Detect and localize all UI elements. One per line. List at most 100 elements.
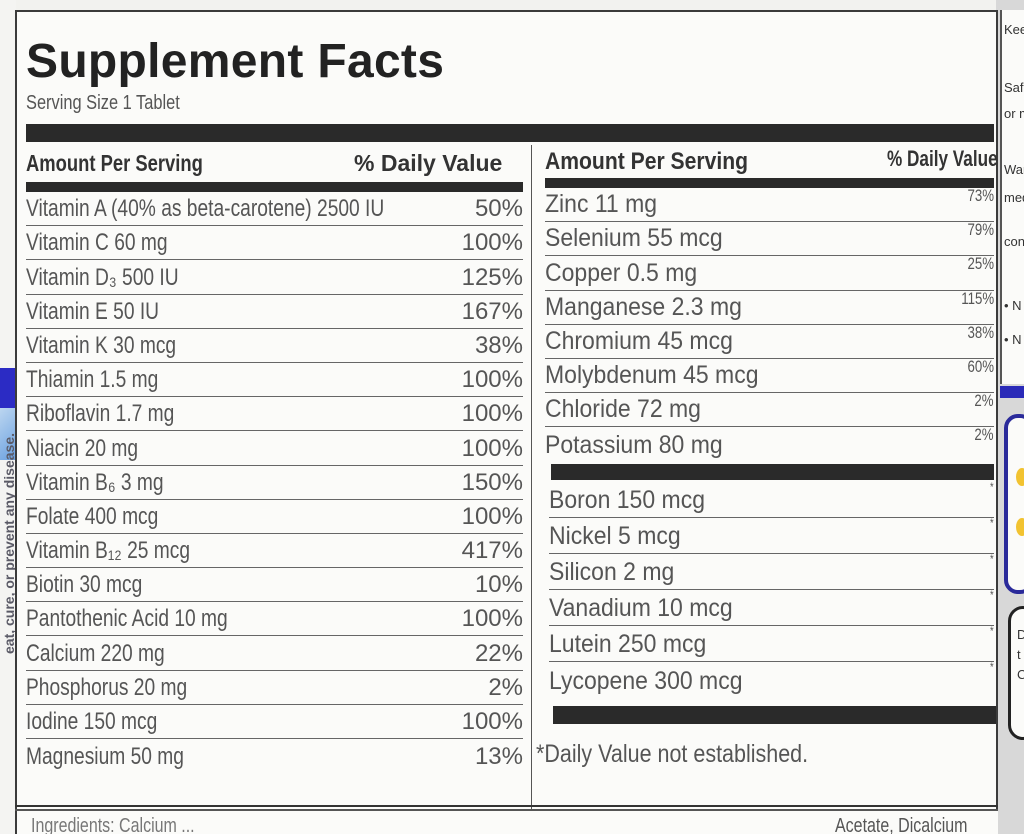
- nutrient-row: Riboflavin 1.7 mg 100%: [26, 397, 523, 432]
- thick-rule-top: [26, 124, 994, 142]
- nutrient-row: Niacin 20 mg 100%: [26, 431, 523, 466]
- nutrient-dv: 2%: [974, 391, 994, 411]
- nutrient-name: Silicon 2 mg: [549, 558, 675, 586]
- right-dv-header: % Daily Value: [887, 146, 998, 171]
- nutrient-name: Folate 400 mcg: [26, 502, 159, 530]
- no-dv-nutrient-list: Boron 150 mcg * Nickel 5 mcg * Silicon 2 m…: [549, 480, 994, 698]
- right-warning-panel: Keep Safe or m Wan med con • N • N: [1000, 10, 1024, 384]
- nutrient-row: Lycopene 300 mcg *: [549, 660, 994, 698]
- right-nutrient-list: Zinc 11 mg 73% Selenium 55 mcg 79% Copper …: [545, 186, 994, 462]
- ingredients-section: Ingredients: Calcium ... Acetate, Dicalc…: [15, 811, 998, 834]
- right-fragment: Wan: [1004, 162, 1024, 177]
- nutrient-row: Magnesium 50 mg 13%: [26, 739, 523, 773]
- nutrient-row: Phosphorus 20 mg 2%: [26, 671, 523, 705]
- light-blue-graphic-left: [0, 408, 16, 460]
- nutrient-name: Biotin 30 mcg: [26, 571, 143, 599]
- nutrient-row: Zinc 11 mg 73%: [545, 186, 994, 223]
- yellow-dot-icon: [1016, 468, 1024, 486]
- nutrient-row: Copper 0.5 mg 25%: [545, 254, 994, 291]
- nutrient-row: Boron 150 mcg *: [549, 480, 994, 518]
- nutrient-name: Chromium 45 mcg: [545, 326, 733, 355]
- nutrient-row: Vitamin D₃ 500 IU 125%: [26, 260, 523, 295]
- oval-fragment: D: [1017, 627, 1024, 642]
- nutrient-row: Vitamin K 30 mcg 38%: [26, 329, 523, 363]
- label-title: Supplement Facts: [26, 35, 445, 88]
- nutrient-name: Vitamin D₃ 500 IU: [26, 263, 179, 291]
- nutrient-name: Riboflavin 1.7 mg: [26, 400, 175, 428]
- nutrient-row: Biotin 30 mcg 10%: [26, 568, 523, 603]
- nutrient-name: Phosphorus 20 mg: [26, 673, 188, 701]
- nutrient-name: Calcium 220 mg: [26, 639, 165, 667]
- ingredients-text-left: Ingredients: Calcium ...: [31, 815, 195, 834]
- nutrient-dv: 2%: [488, 673, 523, 701]
- nutrient-dv: 167%: [461, 297, 523, 325]
- right-fragment: or m: [1004, 106, 1024, 121]
- nutrient-dv: 100%: [461, 400, 523, 428]
- nutrient-row: Vanadium 10 mcg *: [549, 588, 994, 626]
- right-fragment: • N: [1004, 332, 1022, 347]
- nutrient-dv: 38%: [967, 322, 994, 342]
- column-divider: [531, 145, 532, 813]
- right-fragment: med: [1004, 190, 1024, 205]
- nutrient-dv: 38%: [474, 331, 523, 359]
- asterisk-marker: *: [990, 624, 994, 638]
- nutrient-name: Selenium 55 mcg: [545, 224, 723, 253]
- nutrient-row: Vitamin B₁₂ 25 mcg 417%: [26, 534, 523, 569]
- asterisk-marker: *: [990, 588, 994, 602]
- nutrient-row: Potassium 80 mg 2%: [545, 425, 994, 461]
- oval-fragment: t: [1017, 647, 1021, 662]
- asterisk-marker: *: [990, 660, 994, 674]
- nutrient-row: Pantothenic Acid 10 mg 100%: [26, 602, 523, 637]
- nutrient-row: Molybdenum 45 mcg 60%: [545, 357, 994, 394]
- nutrient-name: Copper 0.5 mg: [545, 258, 698, 287]
- nutrient-dv: 73%: [967, 186, 994, 205]
- nutrient-row: Manganese 2.3 mg 115%: [545, 288, 994, 325]
- right-fragment: • N: [1004, 298, 1022, 313]
- nutrient-name: Vanadium 10 mcg: [549, 594, 733, 622]
- left-nutrient-list: Vitamin A (40% as beta-carotene) 2500 IU…: [26, 192, 523, 773]
- nutrient-row: Selenium 55 mcg 79%: [545, 220, 994, 257]
- nutrient-dv: 22%: [474, 639, 523, 667]
- nutrient-name: Magnesium 50 mg: [26, 743, 184, 771]
- nutrient-name: Vitamin B₆ 3 mg: [26, 468, 164, 496]
- nutrient-name: Vitamin K 30 mcg: [26, 331, 177, 359]
- nutrient-dv: 50%: [474, 195, 523, 223]
- right-oval-badge: D t C: [1008, 606, 1024, 740]
- blue-stripe-right: [1000, 386, 1024, 398]
- nutrient-row: Vitamin B₆ 3 mg 150%: [26, 466, 523, 500]
- asterisk-marker: *: [990, 480, 994, 494]
- nutrient-name: Vitamin A (40% as beta-carotene) 2500 IU: [26, 195, 385, 223]
- thick-rule-right-header: [545, 178, 994, 188]
- thick-rule-mid-right: [551, 464, 994, 480]
- thick-rule-bottom-right: [553, 706, 996, 724]
- nutrient-dv: 150%: [461, 468, 523, 496]
- right-fragment: Keep: [1004, 22, 1024, 37]
- nutrient-name: Vitamin B₁₂ 25 mcg: [26, 537, 191, 565]
- left-amount-header: Amount Per Serving: [26, 150, 203, 176]
- nutrient-name: Boron 150 mcg: [549, 486, 705, 514]
- nutrient-dv: 100%: [461, 502, 523, 530]
- nutrient-row: Vitamin E 50 IU 167%: [26, 295, 523, 329]
- blue-stripe-left: [0, 368, 16, 408]
- nutrient-name: Vitamin E 50 IU: [26, 297, 160, 325]
- footnote: *Daily Value not established.: [536, 740, 809, 768]
- right-amount-header: Amount Per Serving: [545, 148, 749, 175]
- nutrient-dv: 2%: [974, 425, 994, 445]
- nutrient-name: Zinc 11 mg: [545, 190, 658, 219]
- supplement-facts-label: Supplement Facts Serving Size 1 Tablet A…: [15, 10, 998, 813]
- nutrient-name: Nickel 5 mcg: [549, 522, 681, 550]
- nutrient-name: Lutein 250 mcg: [549, 630, 707, 658]
- nutrient-name: Pantothenic Acid 10 mg: [26, 605, 228, 633]
- nutrient-name: Iodine 150 mcg: [26, 708, 158, 735]
- nutrient-dv: 13%: [474, 743, 523, 771]
- nutrient-name: Thiamin 1.5 mg: [26, 366, 159, 394]
- nutrient-row: Thiamin 1.5 mg 100%: [26, 363, 523, 398]
- nutrient-dv: 100%: [461, 229, 523, 257]
- serving-size: Serving Size 1 Tablet: [26, 92, 180, 114]
- nutrient-row: Silicon 2 mg *: [549, 552, 994, 590]
- nutrient-name: Vitamin C 60 mg: [26, 229, 168, 257]
- nutrient-row: Folate 400 mcg 100%: [26, 500, 523, 534]
- oval-fragment: C: [1017, 667, 1024, 682]
- bottom-double-rule: [15, 805, 998, 811]
- nutrient-dv: 115%: [961, 288, 994, 308]
